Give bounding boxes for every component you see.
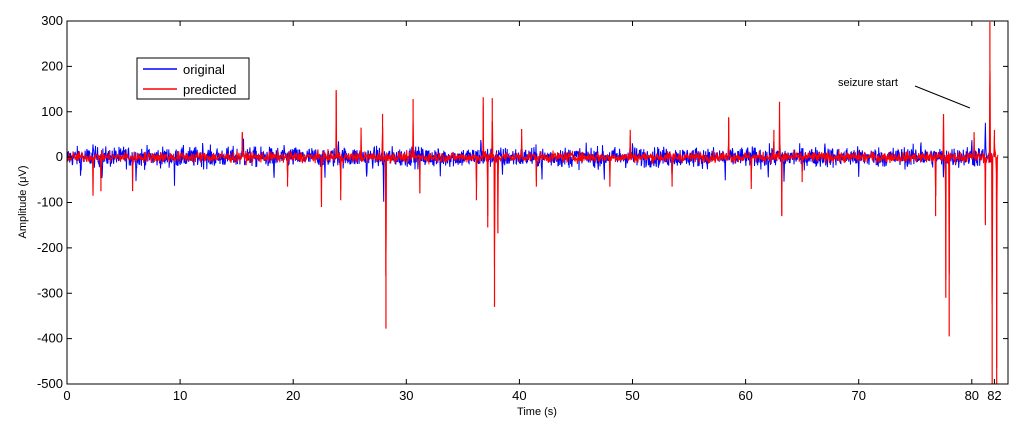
x-axis-label: Time (s)	[517, 406, 557, 418]
y-tick-label: 200	[41, 58, 63, 73]
y-axis-label: Amplitude (μV)	[17, 166, 29, 239]
x-tick-label: 20	[286, 388, 300, 403]
y-tick-label: 0	[56, 149, 63, 164]
seizure-start-pointer	[914, 85, 971, 109]
y-tick-label: -200	[37, 240, 63, 255]
legend-label-original: original	[183, 62, 225, 77]
y-tick-label: 100	[41, 104, 63, 119]
x-tick-label: 70	[851, 388, 865, 403]
y-tick-label: -100	[37, 195, 63, 210]
legend: original predicted	[136, 57, 250, 100]
seizure-start-label: seizure start	[838, 77, 898, 89]
x-tick-label: 40	[512, 388, 526, 403]
x-tick-label: 80	[965, 388, 979, 403]
y-tick-label: -400	[37, 331, 63, 346]
legend-box	[136, 57, 250, 100]
x-tick-label: 50	[625, 388, 639, 403]
y-tick-label: -500	[37, 376, 63, 391]
x-tick-label: 10	[173, 388, 187, 403]
x-tick-label: 60	[738, 388, 752, 403]
x-tick-label: 30	[399, 388, 413, 403]
series-line-predicted	[67, 70, 999, 368]
x-tick-label: 82	[987, 388, 1001, 403]
tick-labels: 0 10 20 30 40 50 60 70 80 82 -500 -400 -300 -200 -100 0…	[37, 13, 1002, 403]
y-tick-label: -300	[37, 285, 63, 300]
tick-marks	[66, 20, 1008, 385]
plot-area	[67, 21, 999, 384]
seizure-annotation: seizure start	[838, 77, 971, 109]
x-tick-label: 0	[63, 388, 70, 403]
legend-label-predicted: predicted	[183, 82, 236, 97]
y-tick-label: 300	[41, 13, 63, 28]
